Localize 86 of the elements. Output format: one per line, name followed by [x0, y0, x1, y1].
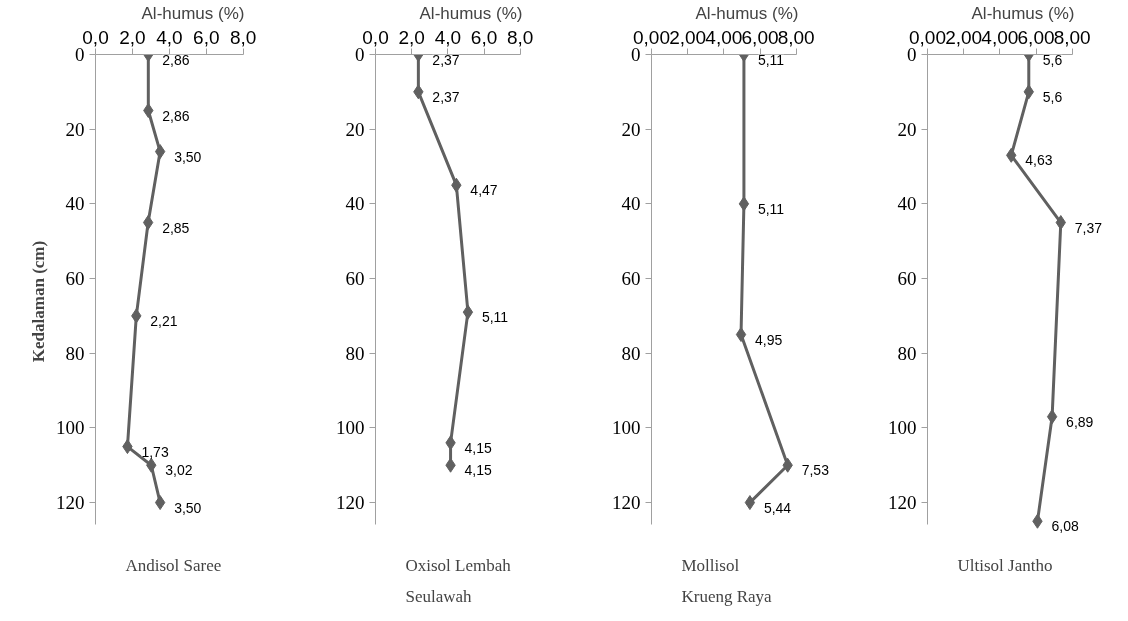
y-tick-label: 60: [65, 268, 85, 290]
annotation: 4,63: [1025, 152, 1053, 169]
x-tick-label: 4,0: [434, 26, 462, 48]
annotation: 3,50: [174, 148, 202, 165]
y-tick-label: 40: [621, 193, 641, 215]
x-tick-label: 8,00: [1053, 26, 1091, 48]
x-tick-label: 0,0: [362, 26, 389, 48]
annotation: 1,73: [141, 443, 169, 460]
y-tick-label: 100: [612, 417, 641, 439]
x-tick-label: 8,0: [506, 26, 534, 48]
annotation: 2,37: [432, 88, 460, 105]
y-tick-label: 120: [612, 492, 641, 514]
point: [142, 215, 154, 231]
x-tick-label: 4,0: [156, 26, 183, 48]
y-tick-label: 60: [345, 268, 365, 290]
x-axis-title: Al-humus (%): [141, 3, 245, 23]
x-tick-label: 0,0: [82, 26, 109, 48]
annotation: 2,86: [162, 107, 190, 124]
x-tick-label: 4,00: [981, 26, 1019, 48]
x-axis-title: Al-humus (%): [971, 3, 1075, 23]
annotation: 4,95: [755, 331, 783, 348]
y-tick-label: 100: [336, 417, 365, 439]
y-tick-label: 20: [345, 118, 365, 140]
x-tick-label: 4,00: [705, 26, 743, 48]
text: Ultisol Jantho: [957, 555, 1053, 575]
annotation: 3,50: [174, 499, 202, 516]
x-tick-label: 6,00: [741, 26, 779, 48]
y-tick-label: 120: [888, 492, 917, 514]
y-tick-label: 120: [56, 492, 85, 514]
y-tick-label: 60: [621, 268, 641, 290]
y-tick-label: 100: [56, 417, 85, 439]
y-tick-label: 60: [897, 268, 917, 290]
text: Andisol Saree: [125, 555, 222, 575]
x-tick-label: 2,0: [119, 26, 146, 48]
x-tick-label: 2,0: [398, 26, 425, 48]
y-tick-label: 20: [65, 118, 85, 140]
x-tick-label: 8,00: [777, 26, 815, 48]
annotation: 5,6: [1042, 51, 1063, 68]
annotation: 5,11: [757, 51, 785, 68]
annotation: 5,11: [481, 309, 509, 326]
point: [1046, 409, 1058, 425]
annotation: 4,15: [464, 462, 493, 479]
y-tick-label: 80: [621, 342, 641, 364]
annotation: 2,21: [150, 312, 178, 329]
x-axis-title: Al-humus (%): [419, 3, 523, 23]
annotation: 6,08: [1051, 518, 1079, 535]
annotation: 2,85: [162, 219, 190, 236]
point: [744, 495, 756, 511]
x-tick-label: 2,00: [669, 26, 707, 48]
x-tick-label: 6,00: [1017, 26, 1055, 48]
point: [738, 196, 750, 212]
annotation: 5,6: [1042, 88, 1063, 105]
y-tick-label: 0: [75, 44, 85, 65]
annotation: 7,37: [1074, 219, 1103, 236]
y-tick-label: 0: [355, 44, 365, 65]
annotation: 7,53: [801, 462, 830, 479]
point: [154, 144, 166, 160]
annotation: 5,44: [763, 499, 792, 516]
x-tick-label: 6,0: [470, 26, 498, 48]
annotation: 5,11: [757, 200, 785, 217]
text: Mollisol Krueng Raya: [681, 555, 773, 606]
y-tick-label: 20: [897, 118, 917, 140]
y-tick-label: 80: [897, 342, 917, 364]
y-tick-label: 40: [345, 193, 365, 215]
annotation: 4,47: [470, 182, 498, 199]
y-tick-label: 80: [65, 342, 85, 364]
annotation: 4,15: [464, 439, 493, 456]
x-axis-title: Al-humus (%): [695, 3, 799, 23]
x-tick-label: 8,0: [230, 26, 257, 48]
y-tick-label: 40: [65, 193, 85, 215]
point: [154, 495, 166, 511]
x-tick-label: 6,0: [193, 26, 220, 48]
annotation: 2,37: [432, 51, 460, 68]
y-tick-label: 80: [345, 342, 365, 364]
y-tick-label: 120: [336, 492, 365, 514]
y-tick-label: 100: [888, 417, 917, 439]
point: [735, 327, 747, 343]
y-tick-label: 20: [621, 118, 641, 140]
annotation: 2,86: [162, 51, 190, 68]
y-tick-label: 40: [897, 193, 917, 215]
annotation: 3,02: [165, 462, 193, 479]
text: Oxisol Lembah Seulawah: [405, 555, 512, 606]
y-axis-title: Kedalaman (cm): [29, 240, 48, 363]
x-tick-label: 2,00: [945, 26, 983, 48]
annotation: 6,89: [1066, 413, 1094, 430]
point: [462, 304, 474, 320]
